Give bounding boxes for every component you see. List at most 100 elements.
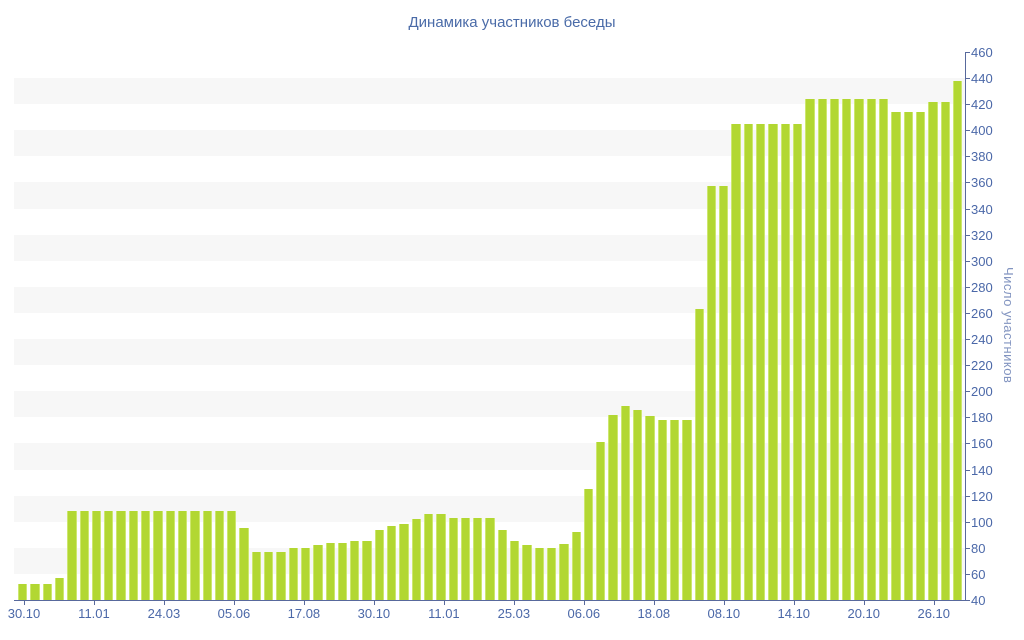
y-tick bbox=[966, 208, 970, 210]
bar bbox=[485, 517, 495, 600]
bar bbox=[177, 511, 188, 600]
bar bbox=[214, 511, 225, 600]
bar bbox=[448, 517, 458, 600]
bar bbox=[190, 511, 200, 600]
y-tick-label: 80 bbox=[971, 540, 986, 556]
y-tick bbox=[966, 391, 970, 393]
bar bbox=[104, 511, 114, 600]
bar bbox=[780, 123, 790, 600]
bar bbox=[436, 513, 446, 600]
bar bbox=[620, 405, 631, 600]
bar bbox=[559, 543, 569, 600]
bar bbox=[141, 511, 151, 600]
bar bbox=[325, 542, 335, 600]
x-tick-label: 24.03 bbox=[147, 606, 181, 621]
y-tick-label: 60 bbox=[971, 566, 986, 582]
x-tick-label: 20.10 bbox=[847, 606, 881, 621]
bar bbox=[91, 511, 102, 600]
bar bbox=[866, 98, 877, 600]
grid-band bbox=[14, 52, 965, 79]
x-tick bbox=[163, 601, 165, 605]
x-tick-label: 14.10 bbox=[777, 606, 811, 621]
bar bbox=[313, 545, 323, 600]
bar bbox=[399, 524, 409, 600]
x-tick-label: 06.06 bbox=[567, 606, 601, 621]
x-tick-label: 08.10 bbox=[707, 606, 741, 621]
bar bbox=[337, 542, 348, 600]
bar bbox=[387, 525, 397, 600]
y-tick-label: 180 bbox=[971, 410, 993, 426]
x-tick-label: 11.01 bbox=[78, 606, 110, 621]
y-tick-label: 460 bbox=[971, 45, 993, 60]
y-tick bbox=[966, 495, 970, 497]
bar bbox=[854, 98, 864, 600]
y-tick bbox=[966, 260, 970, 262]
y-tick bbox=[966, 365, 970, 367]
bar bbox=[952, 80, 963, 600]
bar bbox=[362, 541, 372, 600]
bar bbox=[202, 511, 212, 600]
y-tick bbox=[966, 182, 970, 184]
y-axis-title: Число участников bbox=[1001, 266, 1016, 384]
y-tick bbox=[966, 234, 970, 236]
bar bbox=[473, 517, 483, 600]
bar bbox=[829, 98, 840, 600]
bar bbox=[18, 584, 28, 600]
bar bbox=[128, 511, 139, 600]
bar bbox=[706, 186, 717, 600]
y-tick bbox=[966, 573, 970, 575]
bar bbox=[731, 123, 741, 600]
bar bbox=[534, 547, 544, 600]
y-tick-label: 440 bbox=[971, 71, 993, 87]
bar bbox=[891, 112, 901, 600]
y-tick-label: 360 bbox=[971, 175, 993, 191]
y-tick-label: 380 bbox=[971, 149, 993, 165]
bar bbox=[153, 511, 163, 600]
y-axis-line bbox=[965, 52, 966, 601]
bar bbox=[768, 123, 778, 600]
bar bbox=[657, 419, 667, 600]
y-tick-label: 120 bbox=[971, 488, 993, 504]
bar bbox=[374, 529, 385, 600]
bar bbox=[264, 551, 274, 600]
x-tick-label: 11.01 bbox=[428, 606, 460, 621]
bar bbox=[817, 98, 827, 600]
bar bbox=[423, 513, 434, 600]
x-tick bbox=[863, 601, 865, 605]
y-tick-label: 200 bbox=[971, 384, 993, 400]
y-tick bbox=[966, 130, 970, 132]
bar bbox=[682, 419, 692, 600]
bar bbox=[67, 511, 77, 600]
chart-title: Динамика участников беседы bbox=[408, 14, 616, 31]
bar bbox=[510, 541, 520, 600]
bar bbox=[460, 517, 471, 600]
bar bbox=[645, 416, 655, 600]
bar bbox=[276, 551, 286, 600]
y-tick-label: 160 bbox=[971, 436, 993, 452]
bar bbox=[928, 101, 938, 600]
y-tick-label: 320 bbox=[971, 227, 993, 243]
bar bbox=[165, 511, 175, 600]
x-tick-label: 30.10 bbox=[7, 606, 41, 621]
y-tick-label: 340 bbox=[971, 201, 993, 217]
x-tick-label: 26.10 bbox=[917, 606, 951, 621]
x-tick-label: 17.08 bbox=[287, 606, 321, 621]
y-tick-label: 420 bbox=[971, 97, 993, 113]
y-tick bbox=[966, 312, 970, 314]
bar bbox=[350, 541, 360, 600]
bar bbox=[719, 186, 729, 600]
bar bbox=[571, 532, 581, 600]
x-tick bbox=[933, 601, 935, 605]
y-tick bbox=[966, 286, 970, 288]
x-tick bbox=[233, 601, 235, 605]
bar bbox=[79, 511, 89, 600]
y-tick bbox=[966, 104, 970, 106]
y-tick bbox=[966, 547, 970, 549]
bar bbox=[288, 547, 298, 600]
y-tick bbox=[966, 521, 970, 523]
bar bbox=[879, 98, 889, 600]
x-tick bbox=[373, 601, 375, 605]
y-tick-label: 260 bbox=[971, 305, 993, 321]
x-tick-label: 05.06 bbox=[217, 606, 251, 621]
bar bbox=[792, 123, 803, 600]
